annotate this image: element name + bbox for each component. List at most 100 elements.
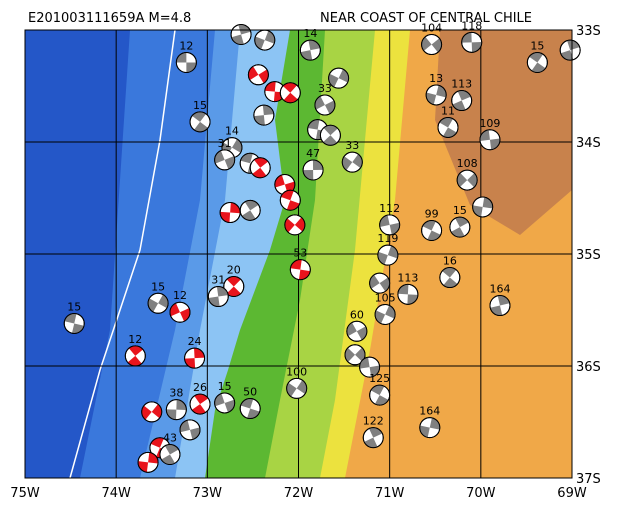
- beachball: [253, 104, 275, 126]
- beachball-rim: [451, 90, 473, 112]
- compression-quadrant: [300, 40, 321, 61]
- beachball-rim: [207, 286, 229, 308]
- depth-label: 20: [227, 263, 241, 276]
- compression-quadrant: [169, 303, 190, 322]
- depth-label: 99: [425, 207, 439, 220]
- compression-quadrant: [141, 404, 162, 420]
- lon-label: 72W: [284, 486, 314, 501]
- depth-label: 31: [218, 137, 232, 150]
- beachball: [377, 244, 399, 266]
- beachball-rim: [169, 301, 191, 323]
- beachball-rim: [425, 84, 447, 106]
- beachball-rim: [377, 244, 399, 266]
- beachball-rim: [284, 214, 306, 236]
- beachball-rim: [230, 23, 252, 45]
- beachball: [421, 219, 443, 241]
- depth-label: 104: [421, 22, 442, 35]
- compression-quadrant: [248, 66, 269, 84]
- depth-label: 14: [225, 125, 239, 138]
- beachball-rim: [359, 356, 381, 378]
- compression-quadrant: [472, 197, 493, 217]
- beachball: [214, 149, 236, 171]
- beachball: [559, 39, 581, 61]
- beachball-rim: [437, 116, 459, 138]
- compression-quadrant: [345, 347, 366, 362]
- lat-label: 35S: [576, 248, 601, 263]
- beachball: [249, 157, 271, 179]
- compression-quadrant: [240, 398, 260, 419]
- beachball: [314, 94, 336, 116]
- lon-label: 75W: [10, 486, 40, 501]
- beachball: [279, 82, 301, 104]
- depth-label: 53: [293, 247, 307, 260]
- beachball: [421, 34, 443, 56]
- beachball-rim: [319, 124, 341, 146]
- compression-quadrant: [370, 385, 389, 406]
- beachball: [289, 259, 311, 281]
- depth-label: 47: [306, 147, 320, 160]
- beachball-rim: [189, 111, 211, 133]
- beachball: [179, 419, 201, 441]
- beachball: [302, 159, 324, 181]
- beachball: [214, 392, 236, 414]
- beachball-rim: [479, 129, 501, 151]
- beachball-rim: [279, 82, 301, 104]
- beachball: [239, 199, 261, 221]
- beachball: [526, 51, 548, 73]
- beachball: [344, 344, 366, 366]
- depth-label: 12: [173, 289, 187, 302]
- compression-quadrant: [253, 105, 274, 126]
- beachball: [472, 196, 494, 218]
- beachball-rim: [559, 39, 581, 61]
- compression-quadrant: [364, 427, 383, 448]
- compression-quadrant: [180, 420, 201, 440]
- compression-quadrant: [426, 85, 447, 105]
- compression-quadrant: [191, 394, 209, 415]
- compression-quadrant: [184, 348, 205, 369]
- depth-label: 164: [419, 405, 440, 418]
- depth-label: 112: [379, 202, 400, 215]
- beachball: [207, 286, 229, 308]
- frame: [24, 29, 573, 479]
- depth-label: 105: [375, 291, 396, 304]
- depth-label: 33: [345, 139, 359, 152]
- lat-label: 33S: [576, 24, 601, 39]
- compression-quadrant: [274, 174, 295, 195]
- compression-quadrant: [166, 399, 187, 420]
- beachball: [346, 320, 368, 342]
- depth-label: 164: [489, 283, 510, 296]
- beachball-rim: [526, 51, 548, 73]
- compression-quadrant: [419, 417, 440, 438]
- depth-label: 38: [169, 387, 183, 400]
- beachball-rim: [346, 320, 368, 342]
- beachball-rim: [421, 219, 443, 241]
- lat-label: 34S: [576, 136, 601, 151]
- beachball: [159, 443, 181, 465]
- beachball-rim: [147, 292, 169, 314]
- compression-quadrant: [208, 286, 229, 307]
- beachball: [230, 23, 252, 45]
- depth-label: 15: [218, 380, 232, 393]
- beachball-rim: [219, 202, 241, 224]
- beachball-rim: [239, 398, 261, 420]
- depth-label: 122: [363, 415, 384, 428]
- depth-label: 12: [128, 333, 142, 346]
- beachball-rim: [369, 272, 391, 294]
- beachball-rim: [379, 214, 401, 236]
- beachball: [239, 398, 261, 420]
- compression-quadrant: [397, 284, 418, 305]
- compression-quadrant: [375, 305, 396, 324]
- compression-quadrant: [254, 30, 275, 50]
- compression-quadrant: [286, 380, 307, 397]
- beachball: [286, 377, 308, 399]
- compression-quadrant: [226, 276, 241, 297]
- beachball: [359, 356, 381, 378]
- beachball-rim: [214, 392, 236, 414]
- compression-quadrant: [138, 452, 159, 473]
- beachball-rim: [247, 64, 269, 86]
- beachball-rim: [419, 417, 441, 439]
- beachball: [189, 111, 211, 133]
- compression-quadrant: [264, 81, 285, 102]
- compression-quadrant: [452, 90, 471, 111]
- compression-quadrant: [323, 125, 338, 146]
